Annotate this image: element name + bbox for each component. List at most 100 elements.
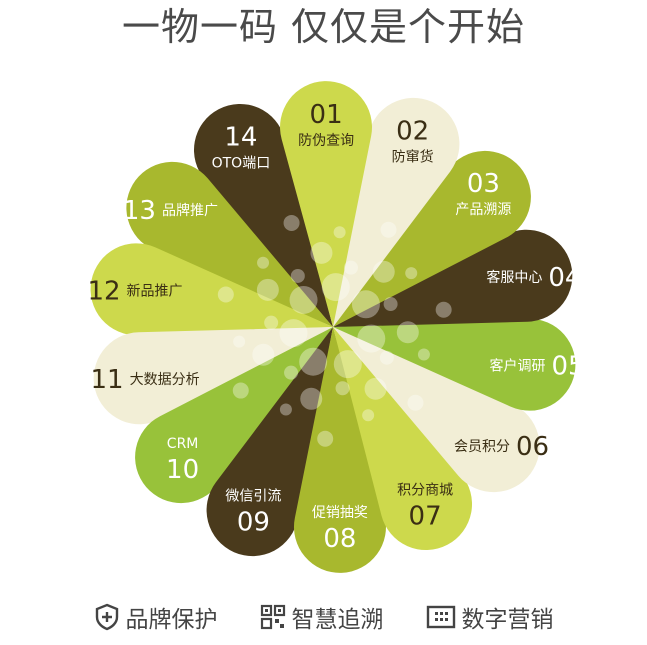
petal-07[interactable]: [292, 306, 488, 567]
decorative-circle: [357, 324, 386, 353]
petal-label-08: 08 促销抽奖: [312, 504, 368, 554]
petal-label-02: 02 防窜货: [392, 117, 434, 166]
feature-digital-marketing: 数字营销: [426, 600, 554, 634]
petal-label: 客服中心: [486, 269, 542, 286]
petal-number: 07: [409, 501, 442, 531]
petal-13[interactable]: [108, 143, 360, 363]
petal-label: 促销抽奖: [312, 504, 368, 521]
decorative-circle: [351, 290, 380, 319]
petal-01[interactable]: [278, 80, 379, 329]
petal-label: OTO端口: [212, 156, 271, 172]
decorative-circle: [310, 241, 333, 264]
decorative-circle: [284, 365, 299, 380]
keypad-icon: [426, 605, 455, 629]
petal-label-01: 01 防伪查询: [298, 100, 354, 149]
petal-number: 10: [166, 455, 199, 485]
petal-10[interactable]: [116, 292, 363, 522]
decorative-circle: [232, 382, 249, 399]
petal-label: 会员积分: [454, 439, 510, 455]
petal-number: 09: [237, 507, 270, 537]
petal-label: 品牌推广: [162, 202, 218, 219]
petal-label-06: 06 会员积分: [454, 432, 549, 462]
petal-number: 06: [516, 432, 549, 462]
decorative-circle: [383, 297, 398, 312]
petal-label: CRM: [167, 436, 199, 452]
decorative-circle: [435, 301, 452, 318]
petal-label: 积分商城: [397, 482, 453, 498]
petal-05[interactable]: [324, 282, 583, 419]
petals: [83, 80, 583, 574]
petal-number: 12: [87, 277, 120, 307]
petal-number: 01: [310, 100, 343, 130]
petal-number: 11: [91, 365, 124, 395]
petal-label: 产品溯源: [455, 202, 511, 218]
petal-label: 大数据分析: [130, 372, 200, 388]
petal-11[interactable]: [83, 283, 344, 435]
decorative-circle: [343, 260, 358, 275]
decorative-circle: [417, 348, 430, 361]
decorative-circle: [289, 285, 318, 314]
petal-label-04: 04 客服中心: [486, 263, 581, 293]
petal-label-03: 03 产品溯源: [455, 169, 511, 218]
decorative-circle: [283, 214, 300, 231]
decorative-circle: [372, 260, 395, 283]
feature-label: 数字营销: [461, 607, 554, 633]
petal-label-09: 09 微信引流: [225, 488, 281, 537]
decorative-circle: [380, 221, 397, 238]
petal-label: 客户调研: [489, 357, 545, 374]
petal-06[interactable]: [306, 290, 558, 510]
petal-label-11: 11 大数据分析: [91, 365, 200, 395]
decorative-circle: [333, 226, 346, 239]
decorative-circle: [264, 315, 279, 330]
decorative-circle: [405, 267, 418, 280]
shield-plus-icon: [95, 603, 118, 631]
petal-number: 13: [123, 196, 156, 226]
petal-12[interactable]: [83, 235, 342, 372]
petal-label: 微信引流: [225, 488, 281, 504]
decorative-circle: [364, 377, 387, 400]
decorative-circle: [335, 381, 350, 396]
decorative-circle: [317, 430, 334, 447]
petal-label-13: 13 品牌推广: [123, 196, 218, 226]
petal-flower-diagram: 01 防伪查询 02 防窜货 03 产品溯源 04 客服中心 05 客户调研 06 会员积分 07 积分商…: [83, 80, 584, 574]
decorative-circle: [299, 347, 328, 376]
decorative-circle: [290, 268, 305, 283]
decorative-circle: [279, 319, 308, 348]
petal-label-05: 05 客户调研: [489, 351, 584, 381]
petal-labels: 01 防伪查询 02 防窜货 03 产品溯源 04 客服中心 05 客户调研 06 会员积分 07 积分商…: [87, 100, 584, 554]
decorative-circle: [333, 350, 362, 379]
decorative-circle: [321, 273, 350, 302]
petal-number: 03: [467, 169, 500, 199]
decorative-circle: [257, 256, 270, 269]
feature-label: 智慧追溯: [291, 607, 384, 633]
decorative-circle: [407, 394, 424, 411]
feature-brand-protection: 品牌保护: [94, 600, 218, 634]
petal-label-14: 14 OTO端口: [212, 123, 271, 172]
decorative-circle: [396, 321, 419, 344]
decorative-circles: [217, 214, 452, 447]
decorative-circle: [217, 286, 234, 303]
petal-label: 新品推广: [127, 284, 183, 300]
petal-number: 08: [323, 524, 356, 554]
petal-number: 02: [396, 117, 429, 147]
petal-number: 05: [551, 351, 584, 381]
decorative-circle: [379, 350, 394, 365]
petal-14[interactable]: [178, 88, 374, 349]
decorative-circle: [362, 409, 375, 422]
petal-03[interactable]: [303, 132, 550, 362]
feature-smart-trace: 智慧追溯: [260, 600, 384, 634]
decorative-circle: [279, 403, 292, 416]
decorative-circle: [252, 343, 275, 366]
petal-number: 14: [224, 123, 257, 153]
petal-04[interactable]: [321, 219, 582, 371]
decorative-circle: [300, 387, 323, 410]
petal-label: 防伪查询: [298, 133, 354, 149]
qr-code-icon: [260, 604, 285, 630]
feature-bar: 品牌保护 智慧追溯 数字营销: [0, 600, 647, 634]
decorative-circle: [233, 335, 246, 348]
petal-label: 防窜货: [392, 149, 434, 166]
petal-08[interactable]: [287, 325, 388, 574]
page-title: 一物一码 仅仅是个开始: [121, 5, 526, 49]
petal-label-12: 12 新品推广: [87, 277, 182, 307]
petal-label-10: 10 CRM: [166, 436, 199, 485]
